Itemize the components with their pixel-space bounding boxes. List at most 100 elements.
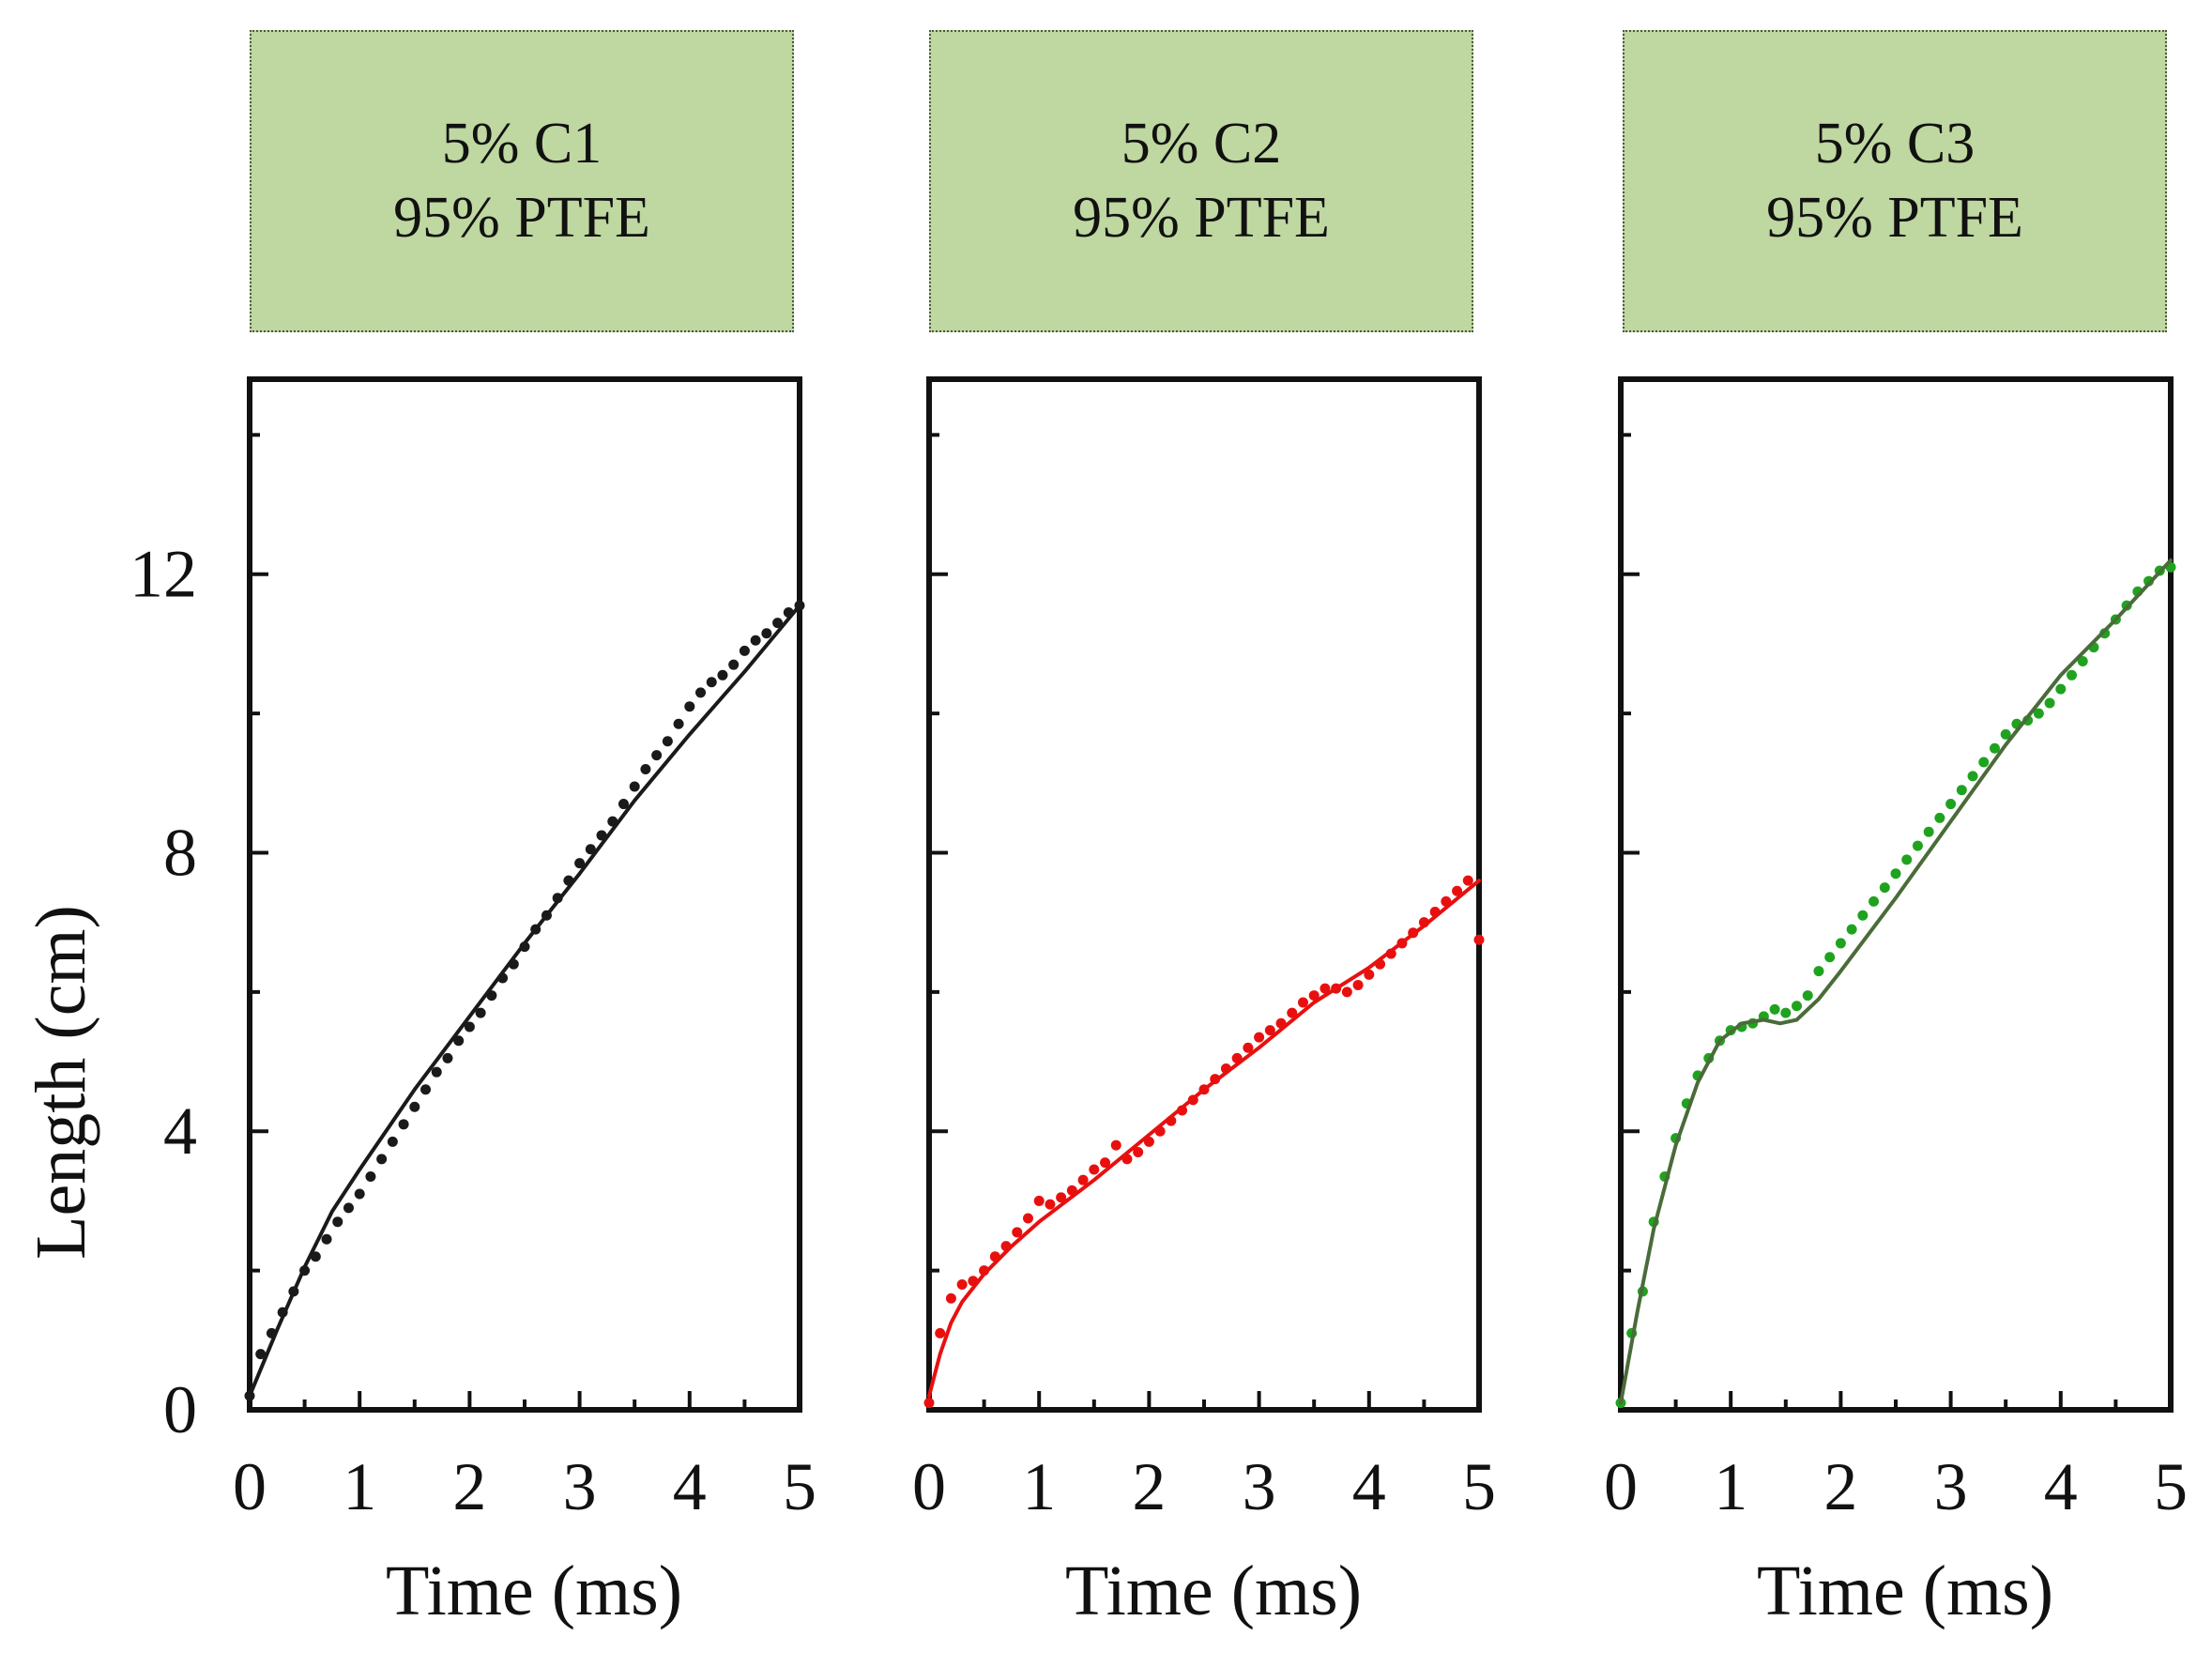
x-tick-label: 4	[673, 1449, 707, 1524]
data-point	[1945, 799, 1957, 810]
data-point	[1923, 826, 1934, 837]
data-point	[2044, 697, 2055, 709]
data-point	[1045, 1199, 1056, 1210]
data-point	[695, 687, 707, 698]
data-point	[1890, 868, 1901, 879]
data-point	[1452, 885, 1463, 896]
data-point	[662, 736, 673, 747]
x-tick-label: 2	[1823, 1449, 1857, 1524]
data-point	[739, 645, 750, 656]
data-point	[1243, 1042, 1254, 1053]
x-tick-label: 1	[1714, 1449, 1747, 1524]
plot-frame	[926, 376, 1482, 1413]
data-point	[629, 781, 640, 792]
data-point	[332, 1216, 343, 1228]
data-point	[1792, 1001, 1803, 1012]
y-axis-title: Length (cm)	[22, 905, 100, 1260]
composition-line-matrix: 95% PTFE	[393, 186, 650, 250]
data-point	[1802, 990, 1813, 1002]
data-point	[321, 1233, 332, 1245]
data-point	[1956, 785, 1967, 796]
data-point	[717, 669, 728, 681]
data-point	[1264, 1025, 1275, 1036]
data-point	[728, 659, 740, 670]
data-point	[1308, 990, 1320, 1002]
data-point	[1089, 1164, 1100, 1175]
data-point	[1967, 771, 1978, 782]
data-point	[1133, 1147, 1144, 1157]
x-tick-label: 3	[1243, 1449, 1276, 1524]
data-point	[1022, 1213, 1033, 1224]
data-point	[1824, 952, 1836, 963]
x-tick-label: 2	[1132, 1449, 1166, 1524]
x-tick-label: 4	[1352, 1449, 1386, 1524]
x-tick-label: 2	[452, 1449, 486, 1524]
x-tick-label: 4	[2044, 1449, 2078, 1524]
data-point	[1352, 979, 1364, 990]
data-point	[935, 1327, 946, 1338]
data-point	[706, 677, 717, 688]
data-point	[387, 1136, 398, 1147]
data-point	[761, 628, 772, 639]
data-point	[398, 1119, 409, 1130]
composition-line-additive: 5% C1	[441, 111, 603, 176]
data-point	[1297, 997, 1308, 1008]
chart-panel-2: 0 1 2 3 4 5 Time (ms)	[912, 376, 1496, 1630]
data-point	[945, 1292, 956, 1304]
data-point	[1462, 875, 1473, 886]
data-point	[2077, 655, 2088, 666]
data-point	[255, 1349, 267, 1360]
x-tick-label: 1	[343, 1449, 376, 1524]
data-point	[453, 1035, 465, 1047]
y-tick-label: 8	[163, 815, 197, 890]
data-point	[640, 763, 651, 774]
plot-frame	[1618, 376, 2174, 1413]
data-point	[1320, 983, 1331, 994]
data-point	[673, 718, 684, 729]
data-point	[923, 1398, 935, 1409]
data-point	[1473, 934, 1485, 945]
data-point	[1287, 1007, 1298, 1018]
data-point	[750, 635, 761, 646]
data-point	[1978, 757, 1990, 768]
data-point	[1879, 882, 1890, 894]
data-point	[2033, 708, 2044, 719]
data-point	[1857, 910, 1869, 921]
data-point	[365, 1170, 376, 1182]
data-point	[1341, 986, 1352, 998]
data-point	[574, 858, 586, 869]
data-point	[956, 1278, 968, 1290]
data-point	[585, 844, 596, 855]
data-point	[1934, 812, 1945, 823]
data-point	[1780, 1007, 1792, 1018]
x-tick-label: 1	[1022, 1449, 1056, 1524]
composition-label-c2: 5% C2 95% PTFE	[929, 30, 1473, 332]
x-axis-title: Time (ms)	[386, 1552, 682, 1630]
x-tick-label: 5	[2154, 1449, 2188, 1524]
data-point	[2000, 728, 2011, 740]
data-point	[1813, 966, 1824, 977]
data-point	[354, 1188, 365, 1200]
data-point	[1110, 1139, 1121, 1151]
composition-line-additive: 5% C2	[1121, 111, 1282, 176]
chart-panel-3: 0 1 2 3 4 5 Time (ms)	[1604, 376, 2188, 1630]
x-tick-label: 0	[233, 1449, 267, 1524]
data-point	[1033, 1195, 1045, 1206]
data-point	[442, 1052, 453, 1063]
data-point	[1989, 742, 2000, 754]
composition-line-matrix: 95% PTFE	[1073, 186, 1330, 250]
data-point	[1912, 840, 1923, 851]
x-tick-label: 5	[1462, 1449, 1496, 1524]
y-tick-label: 4	[163, 1093, 197, 1169]
fit-line	[1619, 558, 2173, 1405]
data-point	[1846, 924, 1857, 935]
composition-label-c3: 5% C3 95% PTFE	[1623, 30, 2167, 332]
data-point	[2055, 683, 2067, 695]
data-point	[464, 1021, 475, 1032]
data-point	[2067, 669, 2078, 681]
y-tick-label: 0	[163, 1372, 197, 1447]
data-point	[1769, 1003, 1780, 1015]
data-point	[684, 701, 695, 712]
plot-frame	[247, 376, 802, 1413]
